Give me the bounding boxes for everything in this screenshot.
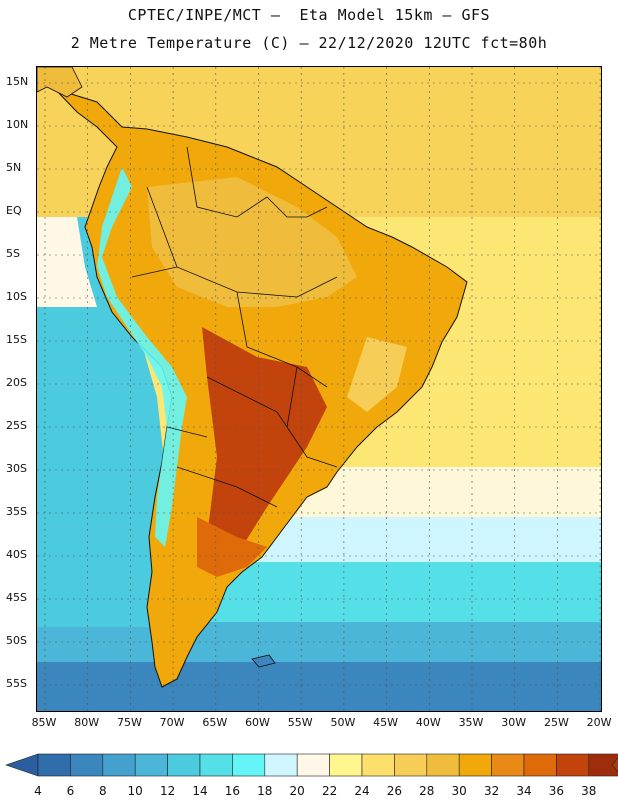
lat-label: 10S [6,290,27,303]
falkland-islands [251,654,276,668]
colorbar-tick-label: 4 [34,784,42,798]
lat-label: 10N [6,118,29,131]
colorbar-tick-label: 26 [386,784,403,798]
lon-label: 75W [116,716,142,729]
lat-label: 15N [6,75,29,88]
colorbar-tick-label: 22 [321,784,338,798]
central-america-land [37,67,83,98]
colorbar-swatch [37,753,71,777]
lat-label: 45S [6,591,27,604]
colorbar-tick-label: 38 [581,784,597,798]
lat-label: 55S [6,677,27,690]
colorbar-swatch [134,753,168,777]
temperature-map [36,66,602,712]
colorbar-tick-label: 20 [289,784,305,798]
lat-label: 15S [6,333,27,346]
brazil-coast-mild [347,337,407,412]
lat-lon-grid [37,67,601,711]
lat-label: EQ [6,204,22,217]
colorbar-tick-label: 34 [516,784,532,798]
colorbar-tick-label: 32 [483,784,500,798]
colorbar-swatch [102,753,136,777]
pacific-mild-water [37,217,97,307]
colorbar-high-arrow [611,757,618,773]
ocean-band-colder [37,662,601,711]
lat-label: 5S [6,247,20,260]
colorbar-tick-label: 36 [548,784,565,798]
colorbar-swatch [329,753,363,777]
colorbar-tick-label: 14 [192,784,208,798]
colorbar-tick-label: 18 [257,784,273,798]
hot-region-patagonia [197,517,267,577]
lon-label: 65W [202,716,228,729]
colorbar-tick-label: 24 [354,784,370,798]
pacific-cool-water [37,217,187,627]
colorbar-low-arrow [5,753,39,777]
colorbar-tick-label: 30 [451,784,467,798]
lon-label: 55W [287,716,313,729]
colorbar-tick-label: 6 [66,784,75,798]
colorbar-swatch [588,753,618,777]
lat-label: 35S [6,505,27,518]
colorbar-swatch [296,753,330,777]
lon-label: 40W [415,716,441,729]
lon-label: 35W [458,716,484,729]
lon-label: 85W [31,716,57,729]
colorbar-swatch [458,753,492,777]
lat-label: 30S [6,462,27,475]
map-title-source: CPTEC/INPE/MCT – Eta Model 15km – GFS [127,6,491,24]
lon-label: 60W [245,716,270,729]
lon-label: 20W [586,716,612,729]
colorbar-swatch [264,753,298,777]
lat-label: 50S [6,634,27,647]
lat-label: 5N [6,161,22,174]
lon-label: 30W [501,716,527,729]
colorbar-swatch [199,753,233,777]
colorbar-tick-label: 8 [98,784,107,798]
colorbar-tick-label: 12 [159,784,176,798]
colorbar-swatch [491,753,525,777]
lat-label: 25S [6,419,27,432]
lon-label: 45W [373,716,399,729]
colorbar-tick-label: 28 [419,784,435,798]
colorbar-tick-label: 16 [224,784,241,798]
lat-label: 20S [6,376,27,389]
lon-label: 80W [74,716,100,729]
temperature-colorbar [5,753,618,777]
colorbar-swatch [394,753,428,777]
colorbar-swatch [556,753,590,777]
lon-label: 50W [330,716,356,729]
colorbar-swatch [426,753,460,777]
andes-cool-strip [97,167,187,547]
colorbar-swatch [232,753,266,777]
amazon-region [147,177,357,307]
colorbar-swatch [70,753,104,777]
map-title-variable: 2 Metre Temperature (C) – 22/12/2020 12U… [70,34,548,52]
lon-label: 70W [159,716,185,729]
hot-region-chaco [202,327,327,557]
lon-label: 25W [543,716,569,729]
lat-label: 40S [6,548,27,561]
colorbar-swatch [523,753,557,777]
colorbar-tick-label: 10 [127,784,143,798]
colorbar-swatch [167,753,201,777]
colorbar-swatch [361,753,395,777]
